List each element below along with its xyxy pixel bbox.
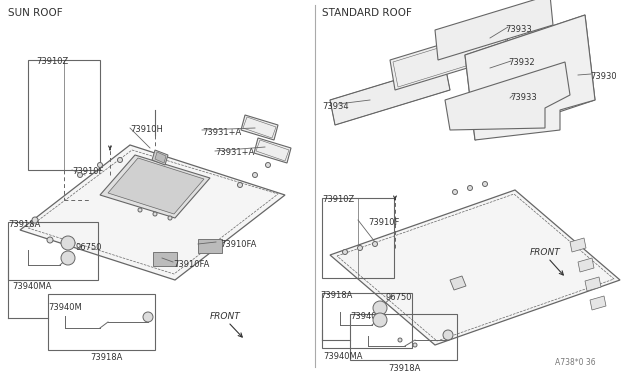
Polygon shape — [570, 238, 586, 252]
Text: FRONT: FRONT — [530, 248, 561, 257]
Bar — [8, 222, 98, 280]
Text: 73918A: 73918A — [90, 353, 122, 362]
Polygon shape — [20, 145, 285, 280]
Circle shape — [118, 157, 122, 163]
Polygon shape — [100, 155, 210, 218]
Text: 73940MA: 73940MA — [323, 352, 362, 361]
Text: 73910Z: 73910Z — [36, 57, 68, 66]
Circle shape — [342, 250, 348, 254]
Bar — [322, 293, 412, 348]
Polygon shape — [152, 150, 168, 165]
Text: 73934: 73934 — [322, 102, 349, 111]
Text: 73910F: 73910F — [72, 167, 104, 176]
Text: 73931+A: 73931+A — [202, 128, 241, 137]
Text: 73910H: 73910H — [130, 125, 163, 134]
Bar — [322, 198, 394, 278]
Text: 73931+A: 73931+A — [215, 148, 254, 157]
Text: 73910F: 73910F — [368, 218, 399, 227]
Circle shape — [413, 343, 417, 347]
Text: SUN ROOF: SUN ROOF — [8, 8, 63, 18]
Text: STANDARD ROOF: STANDARD ROOF — [322, 8, 412, 18]
Polygon shape — [241, 115, 278, 140]
Polygon shape — [578, 258, 594, 272]
Polygon shape — [450, 276, 466, 290]
Text: 73940M: 73940M — [350, 312, 384, 321]
Circle shape — [143, 312, 153, 322]
Polygon shape — [155, 152, 166, 163]
Polygon shape — [435, 0, 553, 60]
Circle shape — [168, 216, 172, 220]
Circle shape — [237, 183, 243, 187]
Polygon shape — [108, 158, 204, 214]
Text: 73918A: 73918A — [320, 291, 353, 300]
Bar — [28, 60, 100, 170]
Text: 73940MA: 73940MA — [12, 282, 51, 291]
Circle shape — [452, 189, 458, 195]
Circle shape — [372, 241, 378, 247]
Text: 73932: 73932 — [508, 58, 534, 67]
Polygon shape — [465, 15, 595, 140]
Polygon shape — [465, 15, 595, 140]
Polygon shape — [330, 190, 620, 345]
Polygon shape — [590, 296, 606, 310]
Circle shape — [61, 236, 75, 250]
Circle shape — [483, 182, 488, 186]
Circle shape — [97, 163, 102, 167]
Polygon shape — [585, 277, 601, 291]
Polygon shape — [445, 62, 570, 130]
Text: FRONT: FRONT — [210, 312, 241, 321]
Circle shape — [358, 246, 362, 250]
Polygon shape — [153, 252, 177, 266]
Text: 96750: 96750 — [76, 243, 102, 252]
Circle shape — [253, 173, 257, 177]
Circle shape — [153, 212, 157, 216]
Text: 73940M: 73940M — [48, 303, 82, 312]
Polygon shape — [198, 239, 222, 253]
Circle shape — [62, 255, 68, 261]
Circle shape — [373, 301, 387, 315]
Circle shape — [467, 186, 472, 190]
Circle shape — [47, 237, 53, 243]
Text: 73933: 73933 — [505, 25, 532, 34]
Text: 73918A: 73918A — [8, 220, 40, 229]
Bar — [350, 314, 457, 360]
Circle shape — [266, 163, 271, 167]
Circle shape — [32, 217, 38, 223]
Circle shape — [443, 330, 453, 340]
Circle shape — [373, 313, 387, 327]
Circle shape — [138, 208, 142, 212]
Text: 73910FA: 73910FA — [220, 240, 257, 249]
Polygon shape — [254, 138, 291, 163]
Polygon shape — [390, 25, 510, 90]
Text: 73930: 73930 — [590, 72, 616, 81]
Text: 73918A: 73918A — [388, 364, 420, 372]
Text: 73910Z: 73910Z — [322, 195, 355, 204]
Circle shape — [398, 338, 402, 342]
Polygon shape — [330, 65, 450, 125]
Text: A738*0 36: A738*0 36 — [555, 358, 596, 367]
Bar — [48, 294, 155, 350]
Circle shape — [77, 173, 83, 177]
Text: 96750: 96750 — [386, 293, 413, 302]
Text: 73933: 73933 — [510, 93, 537, 102]
Circle shape — [61, 251, 75, 265]
Text: 73910FA: 73910FA — [173, 260, 209, 269]
